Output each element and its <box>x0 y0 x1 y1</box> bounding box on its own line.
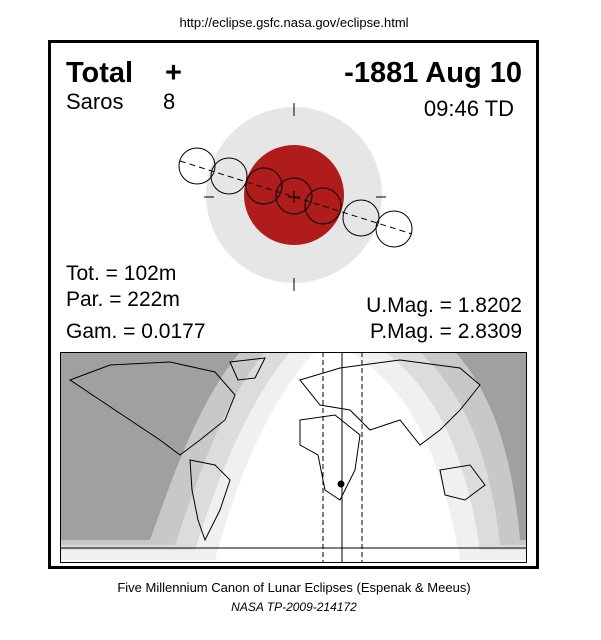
footer-ref: NASA TP-2009-214172 <box>231 600 357 614</box>
url: http://eclipse.gsfc.nasa.gov/eclipse.htm… <box>179 15 408 30</box>
eclipse-type: Total <box>66 57 133 89</box>
saros: 8 <box>163 89 175 114</box>
gamma: Gam. = 0.0177 <box>66 320 206 343</box>
umbral-magnitude: U.Mag. = 1.8202 <box>366 294 522 317</box>
time: 09:46 TD <box>424 96 514 121</box>
date: -1881 Aug 10 <box>344 57 522 89</box>
eclipse-geometry <box>178 103 413 291</box>
footer-title: Five Millennium Canon of Lunar Eclipses … <box>117 580 470 595</box>
total-duration: Tot. = 102m <box>66 262 176 285</box>
penumbral-magnitude: P.Mag. = 2.8309 <box>370 320 522 343</box>
eclipse-symbol: + <box>165 57 182 89</box>
partial-duration: Par. = 222m <box>66 288 180 311</box>
world-map <box>60 352 527 563</box>
saros-label: Saros <box>66 89 123 114</box>
